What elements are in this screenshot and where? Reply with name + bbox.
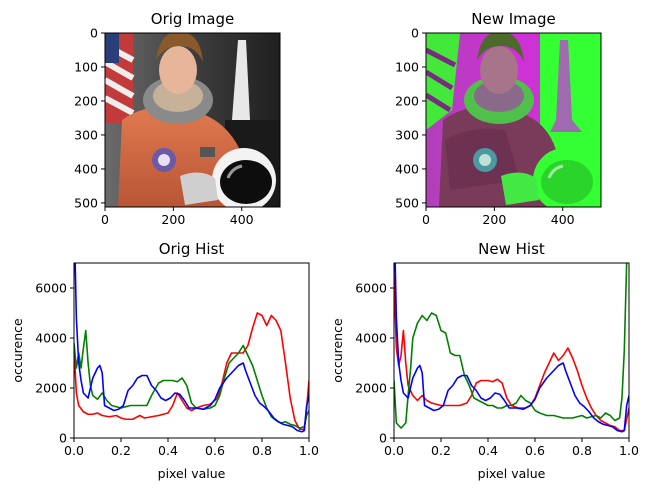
x-tick-label: 0.2 [111,443,131,458]
x-tick-label: 400 [551,212,575,227]
y-tick-label: 400 [395,161,419,176]
y-tick-label: 0 [90,26,98,41]
x-tick-label: 0.4 [158,443,178,458]
x-tick-label: 0.6 [205,443,225,458]
new-hist-title: New Hist [478,240,545,258]
y-tick-label: 100 [395,59,419,74]
y-tick-label: 300 [74,127,98,142]
new-hist-ylabel: occurence [330,318,345,383]
new-image-picture [426,33,601,207]
y-tick-label: 0 [59,431,67,446]
hist-series-line-2 [394,263,629,433]
y-tick-label: 0 [379,431,387,446]
x-tick-label: 400 [230,212,254,227]
new-image-axes: 0 200 400 0 100 200 300 400 500 [395,26,575,228]
hist-series-line-0 [74,312,309,431]
y-tick-label: 400 [74,161,98,176]
new-hist-axes: 0.0 0.2 0.4 0.6 0.8 1.0 0 2000 4000 6000 [355,281,639,459]
x-tick-label: 200 [482,212,506,227]
y-tick-label: 2000 [355,381,387,396]
x-tick-label: 0.8 [572,443,592,458]
y-tick-label: 200 [395,93,419,108]
x-tick-label: 0.8 [252,443,272,458]
x-tick-label: 0 [101,212,109,227]
hist-series-line-1 [394,263,628,429]
orig-hist-axes: 0.0 0.2 0.4 0.6 0.8 1.0 0 2000 4000 6000 [35,281,319,459]
orig-hist-title: Orig Hist [159,240,225,258]
x-tick-label: 0 [422,212,430,227]
orig-image-picture [105,33,280,207]
x-tick-label: 1.0 [299,443,319,458]
hist-series-line-1 [74,329,309,429]
x-tick-label: 1.0 [619,443,639,458]
y-tick-label: 200 [74,93,98,108]
orig-hist-plot [74,263,309,433]
hist-series-line-2 [74,263,309,433]
x-tick-label: 0.0 [384,443,404,458]
new-hist-plot [394,263,629,433]
y-tick-label: 500 [395,195,419,210]
y-tick-label: 4000 [355,331,387,346]
x-tick-label: 0.0 [64,443,84,458]
y-tick-label: 100 [74,59,98,74]
new-image-panel: New Image 0 20 [395,10,602,228]
orig-hist-xlabel: pixel value [158,466,226,481]
y-tick-label: 0 [411,26,419,41]
new-hist-xlabel: pixel value [478,466,546,481]
y-tick-label: 6000 [35,281,67,296]
x-tick-label: 200 [161,212,185,227]
x-tick-label: 0.4 [478,443,498,458]
y-tick-label: 2000 [35,381,67,396]
new-image-title: New Image [471,10,555,28]
y-tick-label: 4000 [35,331,67,346]
orig-hist-panel: Orig Hist 0.0 0.2 0.4 0.6 0.8 1.0 0 2000 4000 600… [10,240,319,481]
orig-image-title: Orig Image [151,10,234,28]
orig-image-panel: Orig Image [74,10,281,228]
y-tick-label: 300 [395,127,419,142]
x-tick-label: 0.6 [525,443,545,458]
orig-hist-ylabel: occurence [10,318,25,383]
y-tick-label: 6000 [355,281,387,296]
x-tick-label: 0.2 [431,443,451,458]
orig-image-axes: 0 200 400 0 100 200 300 400 500 [74,26,254,228]
y-tick-label: 500 [74,195,98,210]
new-hist-panel: New Hist 0.0 0.2 0.4 0.6 0.8 1.0 0 2000 4000 6000… [330,240,639,481]
